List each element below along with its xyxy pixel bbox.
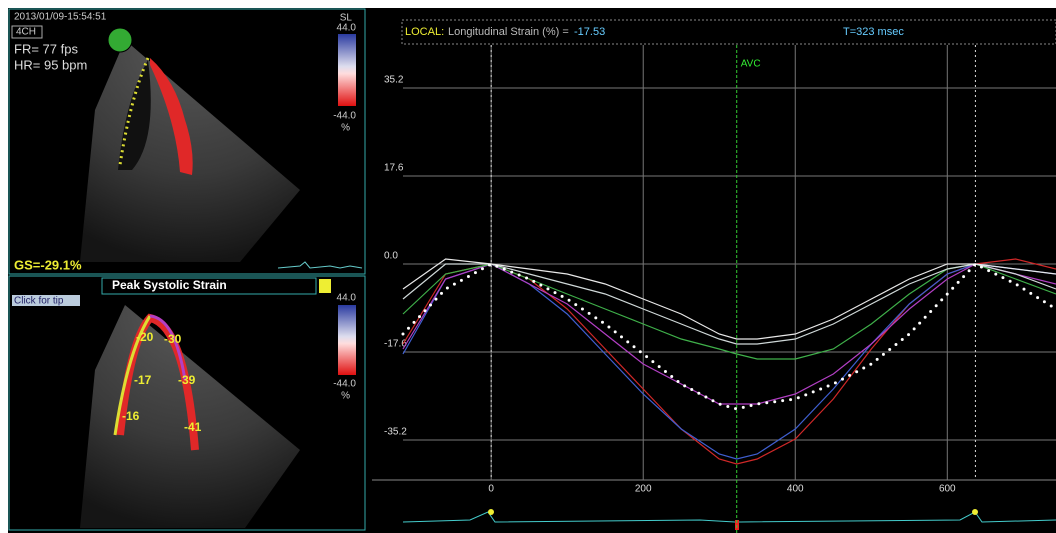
tip-label: Click for tip <box>14 296 64 307</box>
header-time: T=323 msec <box>843 26 904 38</box>
segment-label: -30 <box>164 332 182 346</box>
segment-overlay <box>149 314 187 381</box>
dropdown[interactable] <box>101 277 317 295</box>
segment-label: -20 <box>136 330 154 344</box>
tip-button[interactable] <box>12 295 80 306</box>
segment-label: -16 <box>122 409 140 423</box>
image-panel-bottom <box>8 275 366 531</box>
heart-rate: HR= 95 bpm <box>14 57 87 72</box>
segment-overlay <box>113 315 152 436</box>
x-tick-label: 600 <box>939 484 956 495</box>
header-box <box>401 19 1056 45</box>
series-line <box>402 263 1056 405</box>
frame-rate: FR= 77 fps <box>14 41 78 56</box>
segment-label: -17 <box>134 373 152 387</box>
y-tick-label: -35.2 <box>384 427 407 438</box>
avc-label: AVC <box>741 59 761 70</box>
strain-overlay <box>118 57 150 166</box>
header-label: Longitudinal Strain (%) = <box>448 26 569 38</box>
timestamp: 2013/01/09-15:54:51 <box>14 12 107 23</box>
segment-label: -39 <box>178 373 196 387</box>
color-bar <box>338 305 356 375</box>
header-value: -17.53 <box>574 26 605 38</box>
dropdown-arrow[interactable] <box>319 279 331 293</box>
y-tick-label: 35.2 <box>384 75 404 86</box>
series-line <box>402 258 1056 340</box>
segment-label: -41 <box>184 420 202 434</box>
series-line <box>401 262 1056 411</box>
scale-min: -44.0 <box>333 379 356 390</box>
ecg-marker <box>972 509 978 515</box>
scale-mode: SL <box>340 13 353 24</box>
scale-min: -44.0 <box>333 111 356 122</box>
y-tick-label: -17.6 <box>384 339 407 350</box>
x-tick-label: 400 <box>787 484 804 495</box>
global-strain: GS=-29.1% <box>14 257 82 272</box>
x-tick-label: 0 <box>488 484 494 495</box>
scale-unit: % <box>341 123 350 134</box>
image-panel-top <box>8 8 366 275</box>
y-tick-label: 17.6 <box>384 163 404 174</box>
color-bar <box>338 34 356 106</box>
x-tick-label: 200 <box>635 484 652 495</box>
series-line <box>402 263 1056 345</box>
header-prefix: LOCAL: <box>405 26 444 38</box>
y-tick-label: 0.0 <box>384 251 398 262</box>
scale-max: 44.0 <box>337 23 357 34</box>
ecg-marker <box>488 509 494 515</box>
orientation-icon <box>107 27 133 53</box>
scale-unit: % <box>341 391 350 402</box>
scale-max: 44.0 <box>337 293 357 304</box>
ventricle <box>118 60 151 170</box>
ecg-mini <box>277 261 363 269</box>
view-label: 4CH <box>16 27 36 38</box>
strain-overlay <box>150 58 193 175</box>
dropdown-label: Peak Systolic Strain <box>112 278 227 292</box>
view-box <box>11 25 43 39</box>
